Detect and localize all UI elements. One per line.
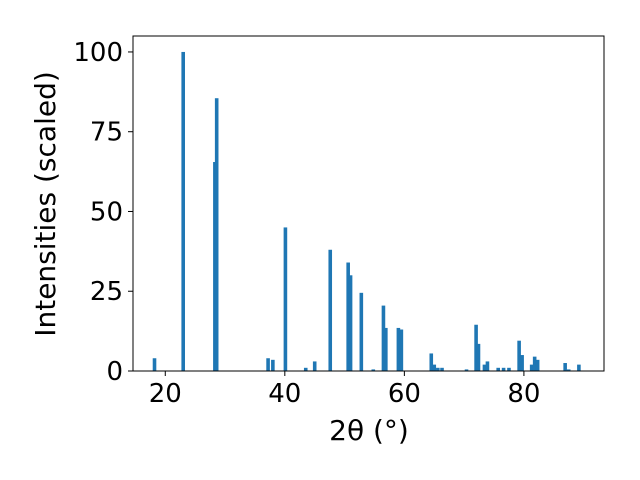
bar (271, 359, 275, 371)
bar (440, 367, 444, 371)
bar (152, 358, 157, 371)
bar (213, 162, 217, 371)
y-tick-label: 100 (73, 38, 123, 68)
bar (464, 369, 469, 371)
bar (283, 227, 288, 371)
y-tick-label: 25 (90, 277, 123, 307)
bar (501, 367, 506, 371)
bar (266, 358, 270, 371)
bar (563, 363, 567, 371)
x-axis-label: 2θ (°) (329, 414, 409, 447)
bar (520, 355, 524, 371)
bar (359, 292, 364, 371)
bar (181, 51, 185, 371)
bar (482, 364, 487, 371)
bar (429, 353, 434, 371)
y-axis-ticks: 0 25 50 75 100 (73, 38, 133, 387)
bar (566, 369, 571, 371)
bar (577, 364, 581, 371)
y-tick-label: 0 (106, 357, 123, 387)
x-tick-label: 60 (388, 379, 421, 409)
bar (346, 262, 350, 371)
bar (384, 327, 388, 371)
plot-frame (132, 35, 605, 372)
bar (303, 367, 308, 371)
bar (517, 340, 521, 371)
bars-group (152, 51, 581, 372)
x-tick-label: 80 (507, 379, 540, 409)
bar (436, 367, 440, 371)
bar (485, 361, 490, 371)
bar (312, 361, 317, 371)
bar (529, 364, 534, 371)
x-tick-label: 20 (149, 379, 182, 409)
bar (496, 367, 500, 371)
y-axis-label: Intensities (scaled) (29, 71, 62, 337)
bar (432, 364, 437, 371)
y-tick-label: 50 (90, 197, 123, 227)
x-tick-label: 40 (268, 379, 301, 409)
bar (396, 327, 401, 371)
bar (507, 367, 511, 371)
x-axis-ticks: 20 40 60 80 (149, 371, 540, 409)
bar (535, 359, 540, 371)
bar (348, 275, 353, 371)
bar (381, 305, 386, 371)
bar (399, 329, 404, 371)
y-tick-label: 75 (90, 118, 123, 148)
bar (474, 324, 478, 371)
bar (371, 369, 376, 371)
bar (532, 356, 537, 371)
bar (328, 249, 333, 371)
bar (476, 343, 481, 371)
bar (214, 98, 219, 372)
